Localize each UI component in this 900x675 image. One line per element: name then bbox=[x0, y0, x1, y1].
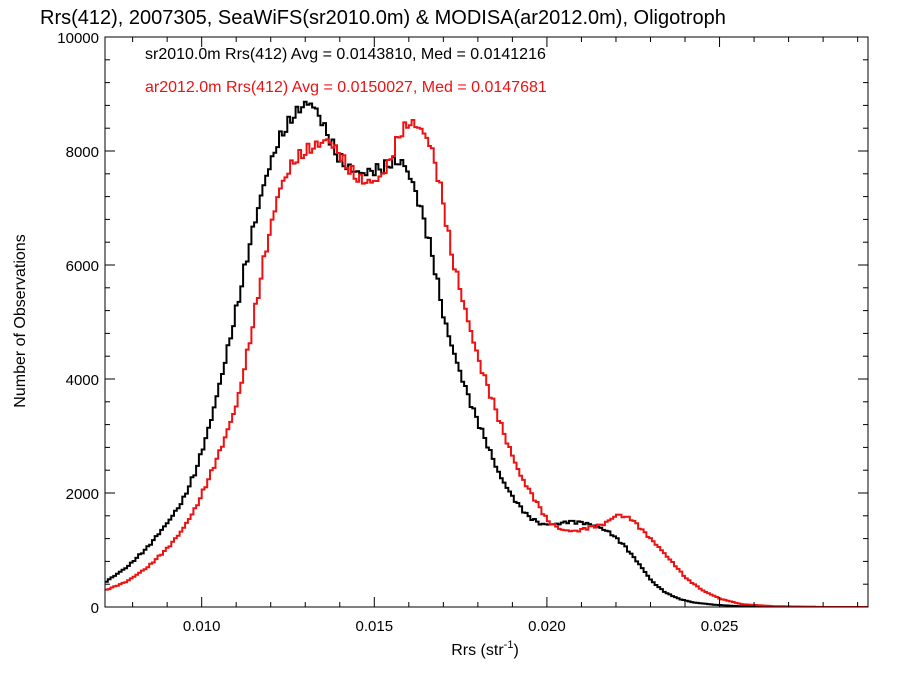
y-tick-label: 8000 bbox=[66, 144, 99, 161]
chart-title: Rrs(412), 2007305, SeaWiFS(sr2010.0m) & … bbox=[40, 7, 726, 29]
x-axis-label-main: Rrs (str bbox=[451, 642, 504, 659]
legend-entry-ar2012: ar2012.0m Rrs(412) Avg = 0.0150027, Med … bbox=[145, 79, 547, 96]
x-tick-label: 0.020 bbox=[528, 618, 566, 635]
plot-area: 0.010 0.015 0.020 0.025 0 2000 4000 6000 8000 100… bbox=[57, 30, 869, 635]
y-tick-label: 6000 bbox=[66, 258, 99, 275]
x-tick-label: 0.015 bbox=[356, 618, 394, 635]
y-tick-label: 0 bbox=[91, 600, 99, 617]
y-tick-label: 4000 bbox=[66, 372, 99, 389]
series-line-ar2012 bbox=[105, 119, 868, 607]
series-line-sr2010 bbox=[105, 100, 868, 607]
x-tick-label: 0.010 bbox=[183, 618, 221, 635]
plot-frame bbox=[104, 36, 869, 608]
y-tick-label: 2000 bbox=[66, 486, 99, 503]
legend-entry-sr2010: sr2010.0m Rrs(412) Avg = 0.0143810, Med … bbox=[145, 46, 546, 63]
x-axis-label-close: ) bbox=[513, 642, 518, 659]
x-axis-label: Rrs (str-1) bbox=[451, 639, 519, 659]
x-tick-label: 0.025 bbox=[701, 618, 739, 635]
x-axis-label-superscript: -1 bbox=[504, 639, 514, 651]
y-axis-label: Number of Observations bbox=[12, 234, 29, 407]
y-tick-label: 10000 bbox=[57, 30, 99, 47]
